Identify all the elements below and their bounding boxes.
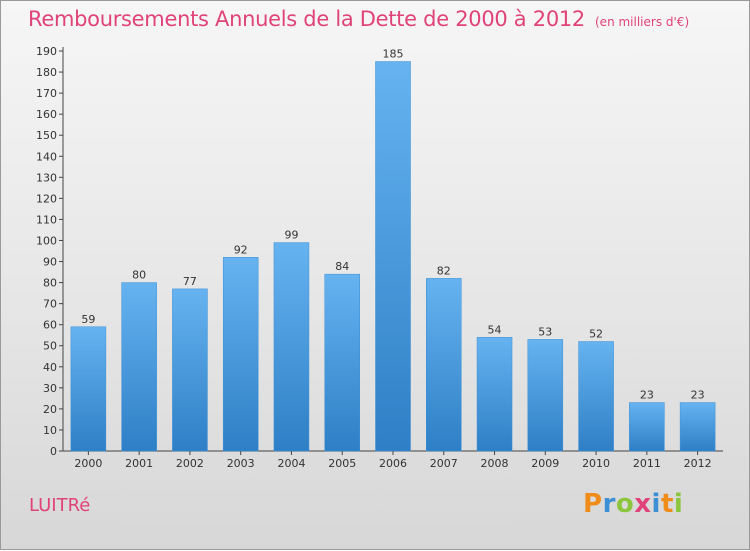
logo-letter: o xyxy=(615,489,635,519)
y-tick-label: 130 xyxy=(36,171,57,184)
bar-value-label: 23 xyxy=(640,389,654,402)
y-tick-label: 80 xyxy=(43,277,57,290)
bar-value-label: 92 xyxy=(234,243,248,256)
bar xyxy=(222,257,259,452)
bar-value-label: 84 xyxy=(335,260,349,273)
chart-title: Remboursements Annuels de la Dette de 20… xyxy=(28,7,689,31)
bar-value-label: 185 xyxy=(383,48,404,61)
x-tick-label: 2010 xyxy=(582,457,610,470)
y-tick-label: 90 xyxy=(43,256,57,269)
y-tick-label: 30 xyxy=(43,382,57,395)
bar xyxy=(578,341,614,452)
bar-value-label: 80 xyxy=(132,269,146,282)
bar-value-label: 54 xyxy=(488,323,502,336)
bar-value-label: 99 xyxy=(284,229,298,242)
bar-value-label: 82 xyxy=(437,264,451,277)
chart-title-text: Remboursements Annuels de la Dette de 20… xyxy=(28,7,585,31)
logo-letter: x xyxy=(634,489,652,519)
y-tick-label: 110 xyxy=(36,213,57,226)
bar xyxy=(273,242,310,452)
x-tick-label: 2003 xyxy=(227,457,255,470)
y-tick-label: 50 xyxy=(43,340,57,353)
x-tick-label: 2007 xyxy=(430,457,458,470)
y-tick-label: 0 xyxy=(50,445,57,458)
y-tick-label: 40 xyxy=(43,361,57,374)
x-tick-label: 2005 xyxy=(328,457,356,470)
y-tick-label: 10 xyxy=(43,424,57,437)
y-tick-label: 190 xyxy=(36,45,57,58)
y-tick-label: 140 xyxy=(36,150,57,163)
y-tick-label: 180 xyxy=(36,66,57,79)
x-tick-label: 2000 xyxy=(74,457,102,470)
x-tick-label: 2004 xyxy=(277,457,305,470)
x-tick-label: 2002 xyxy=(176,457,204,470)
y-tick-label: 150 xyxy=(36,129,57,142)
proxiti-logo: Proxiti xyxy=(583,489,683,519)
logo-letter: i xyxy=(673,489,684,519)
bar xyxy=(679,402,716,452)
bar xyxy=(70,326,107,452)
bar xyxy=(121,282,157,452)
y-tick-label: 120 xyxy=(36,192,57,205)
bars: 59 80 77 92 99 84 185 82 54 53 52 23 23 xyxy=(70,48,716,452)
bar xyxy=(172,288,208,452)
y-tick-label: 170 xyxy=(36,87,57,100)
logo-letter: r xyxy=(602,489,616,519)
bar-value-label: 23 xyxy=(691,389,705,402)
bar xyxy=(375,61,411,452)
x-tick-label: 2009 xyxy=(531,457,559,470)
bar xyxy=(527,339,564,452)
x-tick-label: 2012 xyxy=(684,457,712,470)
bar-value-label: 53 xyxy=(538,325,552,338)
commune-name: LUITRé xyxy=(29,495,91,516)
logo-letter: P xyxy=(583,489,603,519)
logo-letter: i xyxy=(651,489,661,519)
x-tick-label: 2001 xyxy=(125,457,153,470)
bar xyxy=(629,402,665,452)
y-tick-label: 160 xyxy=(36,108,57,121)
y-tick-label: 100 xyxy=(36,234,57,247)
x-tick-label: 2006 xyxy=(379,457,407,470)
y-tick-label: 70 xyxy=(43,298,57,311)
x-tick-label: 2011 xyxy=(633,457,661,470)
y-tick-label: 20 xyxy=(43,403,57,416)
x-tick-label: 2008 xyxy=(481,457,509,470)
bar xyxy=(476,337,513,452)
bar-value-label: 77 xyxy=(183,275,197,288)
bar-value-label: 52 xyxy=(589,328,603,341)
bar-value-label: 59 xyxy=(81,313,95,326)
logo-letter: t xyxy=(660,489,674,519)
y-tick-label: 60 xyxy=(43,319,57,332)
bar xyxy=(324,273,360,452)
bar xyxy=(426,278,462,452)
axes: 0 10 20 30 40 50 60 70 80 90 100 110 120 130 140 150 160… xyxy=(36,45,723,470)
chart-unit: (en milliers d'€) xyxy=(595,15,690,29)
